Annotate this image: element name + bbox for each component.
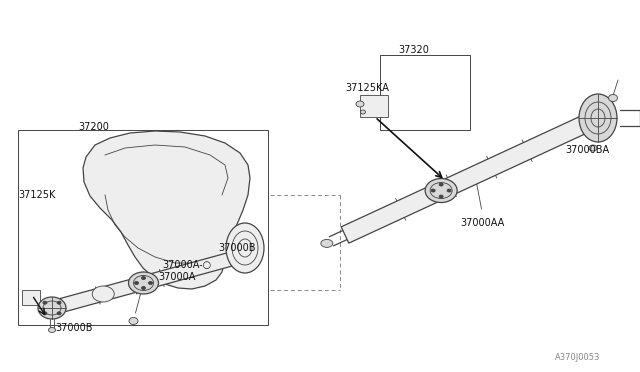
Bar	[360, 95, 388, 117]
Text: 37125KA: 37125KA	[345, 83, 389, 93]
Ellipse shape	[321, 240, 333, 247]
Ellipse shape	[129, 317, 138, 324]
Text: 37000B: 37000B	[55, 323, 93, 333]
Ellipse shape	[141, 286, 145, 289]
Ellipse shape	[43, 312, 47, 315]
Text: 37320: 37320	[398, 45, 429, 55]
Bar	[380, 55, 470, 130]
Ellipse shape	[57, 312, 61, 315]
Ellipse shape	[43, 301, 47, 304]
Ellipse shape	[148, 282, 152, 285]
Bar	[22, 290, 40, 305]
Ellipse shape	[579, 94, 617, 142]
Ellipse shape	[38, 297, 66, 319]
Ellipse shape	[439, 183, 443, 186]
Ellipse shape	[49, 327, 56, 333]
Ellipse shape	[589, 145, 597, 151]
Polygon shape	[50, 251, 237, 315]
Ellipse shape	[609, 94, 618, 102]
Text: 37200: 37200	[78, 122, 109, 132]
Ellipse shape	[129, 272, 159, 294]
Ellipse shape	[360, 110, 365, 114]
Ellipse shape	[439, 195, 443, 198]
Text: 37000AA: 37000AA	[460, 218, 504, 228]
Text: 37000B: 37000B	[218, 243, 255, 253]
Ellipse shape	[57, 301, 61, 304]
Ellipse shape	[226, 223, 264, 273]
Ellipse shape	[141, 276, 145, 279]
Ellipse shape	[431, 189, 435, 192]
Polygon shape	[83, 131, 250, 289]
Text: 37000BA: 37000BA	[565, 145, 609, 155]
Ellipse shape	[92, 286, 115, 302]
Ellipse shape	[356, 101, 364, 107]
Ellipse shape	[447, 189, 451, 192]
Text: 37125K: 37125K	[18, 190, 56, 200]
Text: 37000A-○: 37000A-○	[162, 260, 211, 270]
Bar	[18, 130, 268, 325]
Polygon shape	[341, 110, 602, 243]
Ellipse shape	[134, 282, 138, 285]
Text: 37000A: 37000A	[158, 272, 195, 282]
Ellipse shape	[425, 179, 457, 202]
Text: A370J0053: A370J0053	[555, 353, 600, 362]
